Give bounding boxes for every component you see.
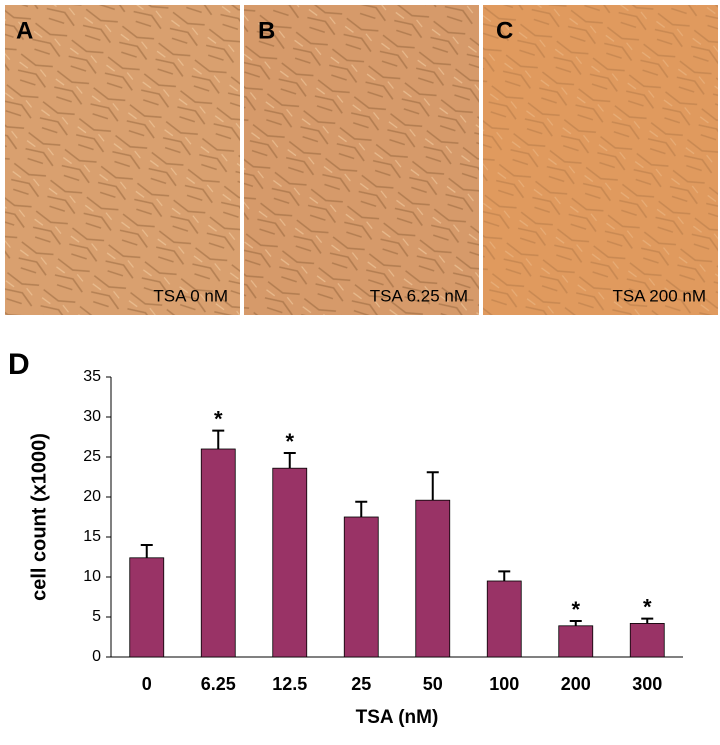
panel-label: B xyxy=(258,17,275,44)
y-axis-title: cell count (x1000) xyxy=(28,433,50,601)
panel-caption: TSA 0 nM xyxy=(153,286,228,305)
panel-label: D xyxy=(8,348,30,381)
x-tick-label: 200 xyxy=(561,674,591,694)
bar xyxy=(343,516,379,658)
bar-chart: D TSA (nM) cell count (x1000) 0 5 10 15 20 25… xyxy=(8,348,683,728)
y-tick-label: 10 xyxy=(83,568,101,585)
error-bar xyxy=(498,570,511,581)
micrograph-texture xyxy=(5,5,240,315)
significance-marker: * xyxy=(643,594,652,619)
bar xyxy=(629,623,665,658)
panel-c: C TSA 200 nM xyxy=(483,5,718,315)
x-tick-label: 12.5 xyxy=(272,674,307,694)
y-tick-label: 5 xyxy=(92,608,101,625)
x-tick-label: 50 xyxy=(423,674,443,694)
error-bar xyxy=(426,471,439,501)
x-tick-label: 0 xyxy=(142,674,152,694)
x-tick-label: 300 xyxy=(632,674,662,694)
panel-caption: TSA 6.25 nM xyxy=(370,286,468,305)
panel-label: A xyxy=(16,17,33,44)
error-bar xyxy=(212,429,225,449)
panel-caption: TSA 200 nM xyxy=(612,286,706,305)
error-bar xyxy=(140,544,153,558)
panel-a: A TSA 0 nM xyxy=(5,5,240,315)
x-tick-label: 100 xyxy=(489,674,519,694)
y-tick-label: 25 xyxy=(83,448,101,465)
significance-marker: * xyxy=(285,429,294,454)
y-tick-label: 20 xyxy=(83,488,101,505)
y-tick-label: 15 xyxy=(83,528,101,545)
y-tick-label: 30 xyxy=(83,408,101,425)
y-tick-label: 0 xyxy=(92,648,101,665)
error-bar xyxy=(283,452,296,469)
micrograph-texture xyxy=(244,5,479,315)
x-tick-label: 6.25 xyxy=(201,674,236,694)
bar xyxy=(272,467,308,658)
micrograph-texture xyxy=(483,5,718,315)
error-bar xyxy=(355,500,368,517)
panel-label: C xyxy=(496,17,513,44)
x-axis-title: TSA (nM) xyxy=(356,707,439,728)
panel-b: B TSA 6.25 nM xyxy=(244,5,479,315)
y-tick-label: 35 xyxy=(83,368,101,385)
error-bar xyxy=(641,617,654,624)
x-tick-label: 25 xyxy=(351,674,371,694)
bar xyxy=(415,499,451,658)
error-bar xyxy=(569,620,582,626)
bar xyxy=(200,448,236,658)
bar xyxy=(129,557,165,658)
significance-marker: * xyxy=(571,597,580,622)
bar xyxy=(558,625,594,658)
significance-marker: * xyxy=(214,406,223,431)
bar xyxy=(486,580,522,658)
